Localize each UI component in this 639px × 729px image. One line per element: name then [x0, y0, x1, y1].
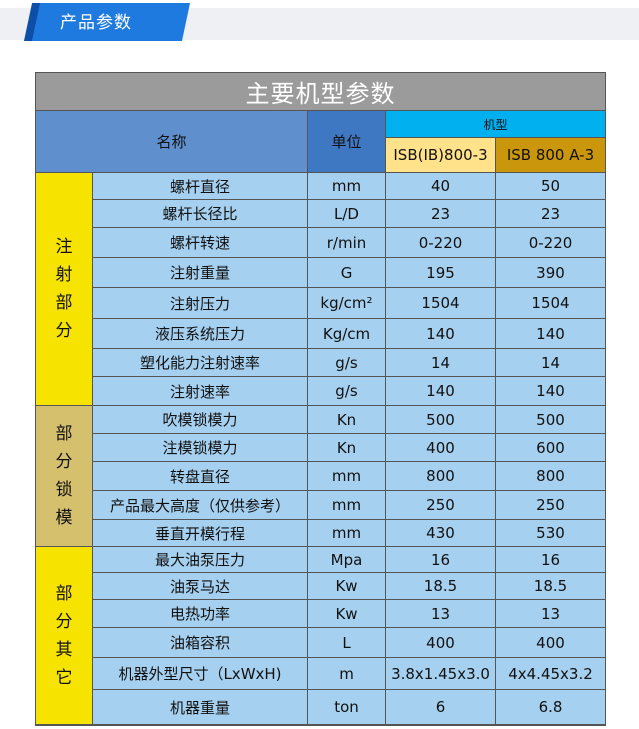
row-name: 产品最大高度（仅供参考）: [93, 491, 308, 520]
row-value-model-2: 1504: [496, 288, 605, 319]
row-value-model-1: 6: [386, 690, 496, 725]
row-name: 螺杆转速: [93, 228, 308, 258]
row-unit: Kn: [308, 434, 386, 462]
row-value-model-1: 13: [386, 600, 496, 628]
row-value-model-1: 18.5: [386, 573, 496, 600]
row-value-model-2: 140: [496, 319, 605, 349]
row-name: 注射重量: [93, 258, 308, 288]
row-unit: ton: [308, 690, 386, 725]
row-value-model-1: 3.8x1.45x3.0: [386, 658, 496, 690]
col-header-name: 名称: [36, 111, 308, 173]
row-unit: Kg/cm: [308, 319, 386, 349]
row-name: 螺杆长径比: [93, 200, 308, 228]
row-name: 电热功率: [93, 600, 308, 628]
col-header-unit: 单位: [308, 111, 386, 173]
section-label-char: 分: [55, 452, 73, 472]
row-name: 垂直开模行程: [93, 520, 308, 547]
row-value-model-2: 50: [496, 173, 605, 200]
row-unit: mm: [308, 173, 386, 200]
row-name: 注射压力: [93, 288, 308, 319]
row-unit: r/min: [308, 228, 386, 258]
section-label-char: 锁: [55, 480, 73, 500]
row-unit: mm: [308, 462, 386, 491]
row-value-model-2: 16: [496, 547, 605, 573]
table-title: 主要机型参数: [36, 73, 605, 111]
row-name: 塑化能力注射速率: [93, 349, 308, 377]
section-label-char: 模: [55, 508, 73, 528]
section-label-char: 部: [55, 424, 73, 444]
row-value-model-1: 140: [386, 377, 496, 406]
row-unit: L: [308, 628, 386, 658]
col-header-model-2: ISB 800 A-3: [496, 138, 605, 173]
row-value-model-2: 500: [496, 406, 605, 434]
row-unit: kg/cm²: [308, 288, 386, 319]
row-name: 油泵马达: [93, 573, 308, 600]
row-value-model-2: 140: [496, 377, 605, 406]
row-value-model-1: 250: [386, 491, 496, 520]
section-label-char: 分: [55, 321, 73, 341]
row-value-model-2: 6.8: [496, 690, 605, 725]
row-value-model-2: 23: [496, 200, 605, 228]
row-value-model-2: 390: [496, 258, 605, 288]
row-name: 油箱容积: [93, 628, 308, 658]
row-value-model-1: 800: [386, 462, 496, 491]
section-label: 部分锁模: [36, 406, 93, 547]
section-label-char: 注: [55, 237, 73, 257]
row-value-model-2: 800: [496, 462, 605, 491]
row-value-model-2: 0-220: [496, 228, 605, 258]
section-label-char: 部: [55, 293, 73, 313]
row-value-model-1: 195: [386, 258, 496, 288]
row-name: 螺杆直径: [93, 173, 308, 200]
section-label: 部分其它: [36, 547, 93, 725]
row-unit: Kw: [308, 600, 386, 628]
row-value-model-1: 1504: [386, 288, 496, 319]
row-value-model-1: 430: [386, 520, 496, 547]
row-name: 最大油泵压力: [93, 547, 308, 573]
row-value-model-1: 16: [386, 547, 496, 573]
row-value-model-1: 400: [386, 434, 496, 462]
section-title: 产品参数: [60, 13, 132, 33]
row-name: 液压系统压力: [93, 319, 308, 349]
row-value-model-1: 140: [386, 319, 496, 349]
row-name: 吹模锁模力: [93, 406, 308, 434]
row-value-model-2: 250: [496, 491, 605, 520]
row-value-model-1: 23: [386, 200, 496, 228]
spec-table: 主要机型参数 名称 单位 机型 ISB(IB)800-3 ISB 800 A-3 螺杆直径 m…: [35, 72, 606, 726]
row-unit: mm: [308, 520, 386, 547]
row-value-model-2: 600: [496, 434, 605, 462]
row-name: 转盘直径: [93, 462, 308, 491]
row-value-model-1: 14: [386, 349, 496, 377]
row-value-model-2: 14: [496, 349, 605, 377]
row-value-model-2: 18.5: [496, 573, 605, 600]
row-name: 机器外型尺寸（LxWxH): [93, 658, 308, 690]
section-label-char: 它: [55, 667, 73, 688]
row-value-model-1: 500: [386, 406, 496, 434]
row-name: 注射速率: [93, 377, 308, 406]
row-unit: Kn: [308, 406, 386, 434]
row-unit: G: [308, 258, 386, 288]
row-unit: Mpa: [308, 547, 386, 573]
row-unit: g/s: [308, 349, 386, 377]
row-value-model-2: 13: [496, 600, 605, 628]
row-value-model-1: 0-220: [386, 228, 496, 258]
row-name: 注模锁模力: [93, 434, 308, 462]
row-value-model-2: 4x4.45x3.2: [496, 658, 605, 690]
row-unit: m: [308, 658, 386, 690]
section-label-char: 其: [55, 639, 73, 660]
row-value-model-1: 400: [386, 628, 496, 658]
row-unit: g/s: [308, 377, 386, 406]
row-value-model-1: 40: [386, 173, 496, 200]
row-unit: mm: [308, 491, 386, 520]
row-name: 机器重量: [93, 690, 308, 725]
section-label-char: 射: [55, 265, 73, 285]
col-header-model-group: 机型: [386, 111, 605, 138]
row-unit: L/D: [308, 200, 386, 228]
row-unit: Kw: [308, 573, 386, 600]
section-label-char: 部: [55, 583, 73, 604]
col-header-model-1: ISB(IB)800-3: [386, 138, 496, 173]
row-value-model-2: 530: [496, 520, 605, 547]
row-value-model-2: 400: [496, 628, 605, 658]
section-label-char: 分: [55, 611, 73, 632]
section-label: 注射部分: [36, 173, 93, 406]
